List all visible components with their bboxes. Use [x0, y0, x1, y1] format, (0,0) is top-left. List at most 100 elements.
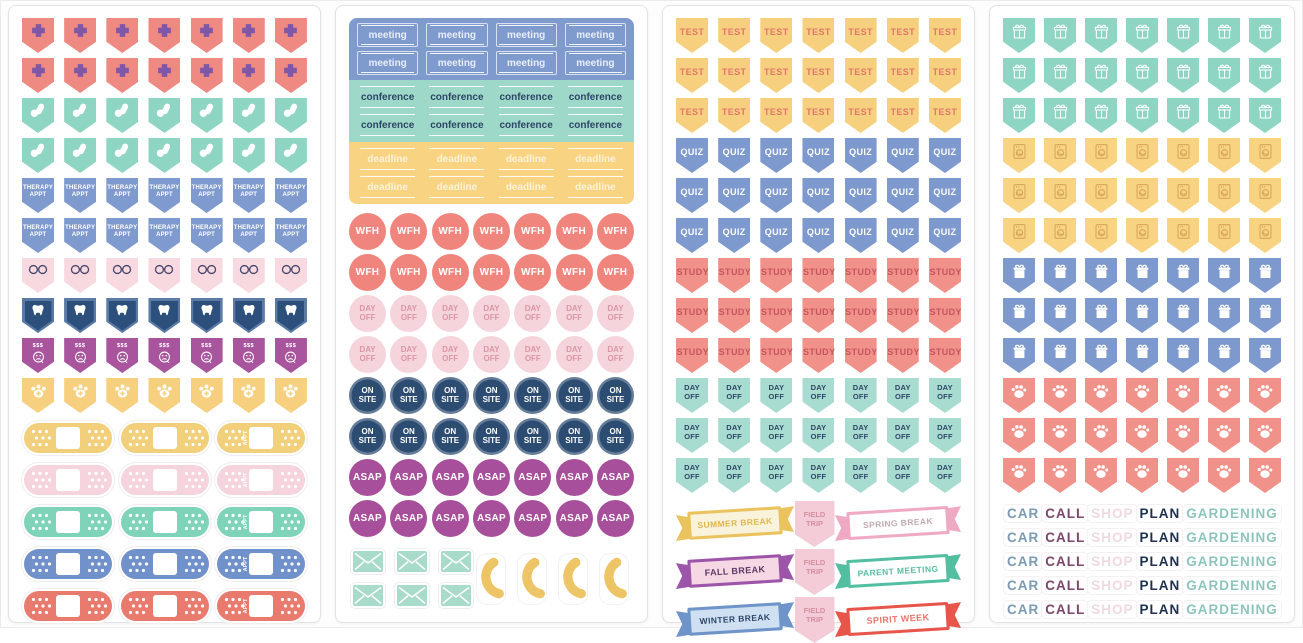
label-sticker: conference — [357, 113, 418, 137]
pennant-sticker — [1126, 378, 1158, 413]
gift-icon — [1133, 302, 1152, 321]
pennant-sticker — [1167, 178, 1199, 213]
pennant-sticker: STUDY — [928, 298, 961, 333]
circle-label: WFH — [603, 226, 628, 237]
circle-label: ON SITE — [523, 426, 542, 445]
circle-sticker: ON SITE — [349, 377, 386, 414]
gift-icon — [1092, 342, 1111, 361]
circle-label: DAY OFF — [400, 344, 417, 363]
pennant-label: DAY OFF — [768, 463, 785, 481]
pennant-sticker: DAY OFF — [928, 418, 961, 453]
laundry-machine-icon — [1216, 222, 1233, 241]
envelope-icon — [351, 549, 385, 574]
vet-paw-icon — [155, 382, 174, 399]
bandaid-sticker — [22, 547, 114, 581]
gift-icon — [1010, 302, 1029, 321]
pennant-label: THERAPY APPT — [107, 185, 138, 199]
circle-sticker: WFH — [431, 254, 469, 291]
pennant-sticker — [64, 138, 97, 173]
pennant-label: TEST — [721, 107, 747, 117]
pennant-sticker: TEST — [760, 18, 793, 53]
pennant-label: QUIZ — [680, 147, 704, 157]
pennant-label: TEST — [890, 27, 916, 37]
pills-icon — [29, 142, 47, 159]
pennant-label: DAY OFF — [768, 383, 785, 401]
pennant-sticker: QUIZ — [718, 178, 751, 213]
word-sticker: SHOP — [1088, 529, 1137, 546]
gift-icon — [1256, 262, 1275, 281]
pennant-sticker — [1249, 18, 1281, 53]
pennant-sticker — [1085, 458, 1117, 493]
circle-label: ON SITE — [606, 385, 625, 404]
pennant-sticker: TEST — [886, 58, 919, 93]
ribbon-banner: SPRING BREAK — [835, 502, 961, 546]
pennant-sticker: $$$ — [148, 338, 181, 373]
sticker-row: WFH WFH WFH WFH WFH WFH WFH — [349, 213, 634, 250]
pennant-sticker: QUIZ — [886, 138, 919, 173]
pennant-label: TEST — [806, 67, 831, 77]
circle-sticker: WFH — [349, 213, 386, 250]
pennant-sticker — [1126, 458, 1158, 493]
pennant-sticker — [190, 378, 223, 413]
circle-label: ON SITE — [565, 385, 584, 404]
pennant-label: THERAPY APPT — [275, 185, 306, 199]
pennant-sticker — [232, 138, 265, 173]
pennant-label: THERAPY APPT — [65, 225, 96, 239]
word-sticker: SHOP — [1088, 553, 1137, 570]
pennant-sticker — [1044, 298, 1076, 333]
pennant-sticker — [1126, 138, 1158, 173]
pennant-sticker: THERAPY APPT — [64, 218, 97, 253]
pennant-label: STUDY — [676, 307, 710, 317]
label-sticker: meeting — [357, 23, 419, 47]
medical-cross-icon — [72, 62, 89, 79]
sticker-row — [1003, 258, 1281, 293]
school-sticker-sheet: TEST TEST TEST TEST TEST TEST TEST TEST TEST TEST… — [662, 5, 975, 643]
label-block-stack: meeting meeting meeting meeting meeting meeti… — [349, 18, 634, 204]
pennant-sticker: THERAPY APPT — [148, 218, 181, 253]
paw-icon — [1173, 422, 1193, 439]
word-sticker-row: CAR CALL SHOP PLAN GARDENING — [1003, 601, 1281, 618]
gift-icon — [1010, 262, 1029, 281]
sticker-row: STUDY STUDY STUDY STUDY STUDY STUDY STUDY — [676, 298, 961, 333]
pennant-sticker: DAY OFF — [844, 378, 877, 413]
sticker-row — [1003, 378, 1281, 413]
pennant-sticker: STUDY — [760, 298, 793, 333]
envelope-icon — [439, 583, 473, 608]
phone-icon — [600, 553, 628, 604]
pennant-sticker: STUDY — [928, 338, 961, 373]
pennant-sticker — [232, 98, 265, 133]
tooth-icon — [199, 302, 215, 319]
word-sticker: PLAN — [1136, 577, 1184, 594]
gift-outline-icon — [1133, 22, 1152, 41]
pennant-sticker: THERAPY APPT — [232, 218, 265, 253]
pennant-sticker: THERAPY APPT — [190, 218, 223, 253]
pennant-sticker: STUDY — [676, 298, 708, 333]
word-sticker: SHOP — [1088, 505, 1137, 522]
bandaid-sticker: APPT — [215, 505, 307, 539]
circle-label: WFH — [562, 267, 586, 278]
circle-sticker: DAY OFF — [431, 336, 469, 373]
pennant-sticker — [232, 258, 265, 293]
paw-icon — [1091, 382, 1111, 399]
circle-label: DAY OFF — [524, 303, 541, 322]
pennant-label: THERAPY APPT — [233, 225, 264, 239]
sticker-row: APPT — [22, 505, 307, 539]
circle-sticker: ASAP — [390, 459, 428, 496]
label-sticker: meeting — [564, 23, 626, 47]
circle-sticker: ASAP — [596, 459, 634, 496]
pennant-sticker — [1167, 98, 1199, 133]
label-sticker: meeting — [564, 51, 626, 75]
pennant-label: DAY OFF — [894, 383, 911, 401]
pennant-sticker — [1003, 138, 1035, 173]
sad-money-face-icon: $$$ — [72, 342, 89, 364]
pennant-sticker: TEST — [844, 18, 877, 53]
label-sticker: deadline — [496, 175, 557, 199]
pennant-label: THERAPY APPT — [65, 185, 96, 199]
gift-icon — [1092, 262, 1111, 281]
sticker-row: DAY OFF DAY OFF DAY OFF DAY OFF DAY OFF DAY O… — [349, 295, 634, 332]
pennant-sticker — [1003, 458, 1035, 493]
pennant-sticker — [1167, 458, 1199, 493]
paw-icon — [1050, 462, 1070, 479]
pennant-sticker: STUDY — [844, 258, 877, 293]
